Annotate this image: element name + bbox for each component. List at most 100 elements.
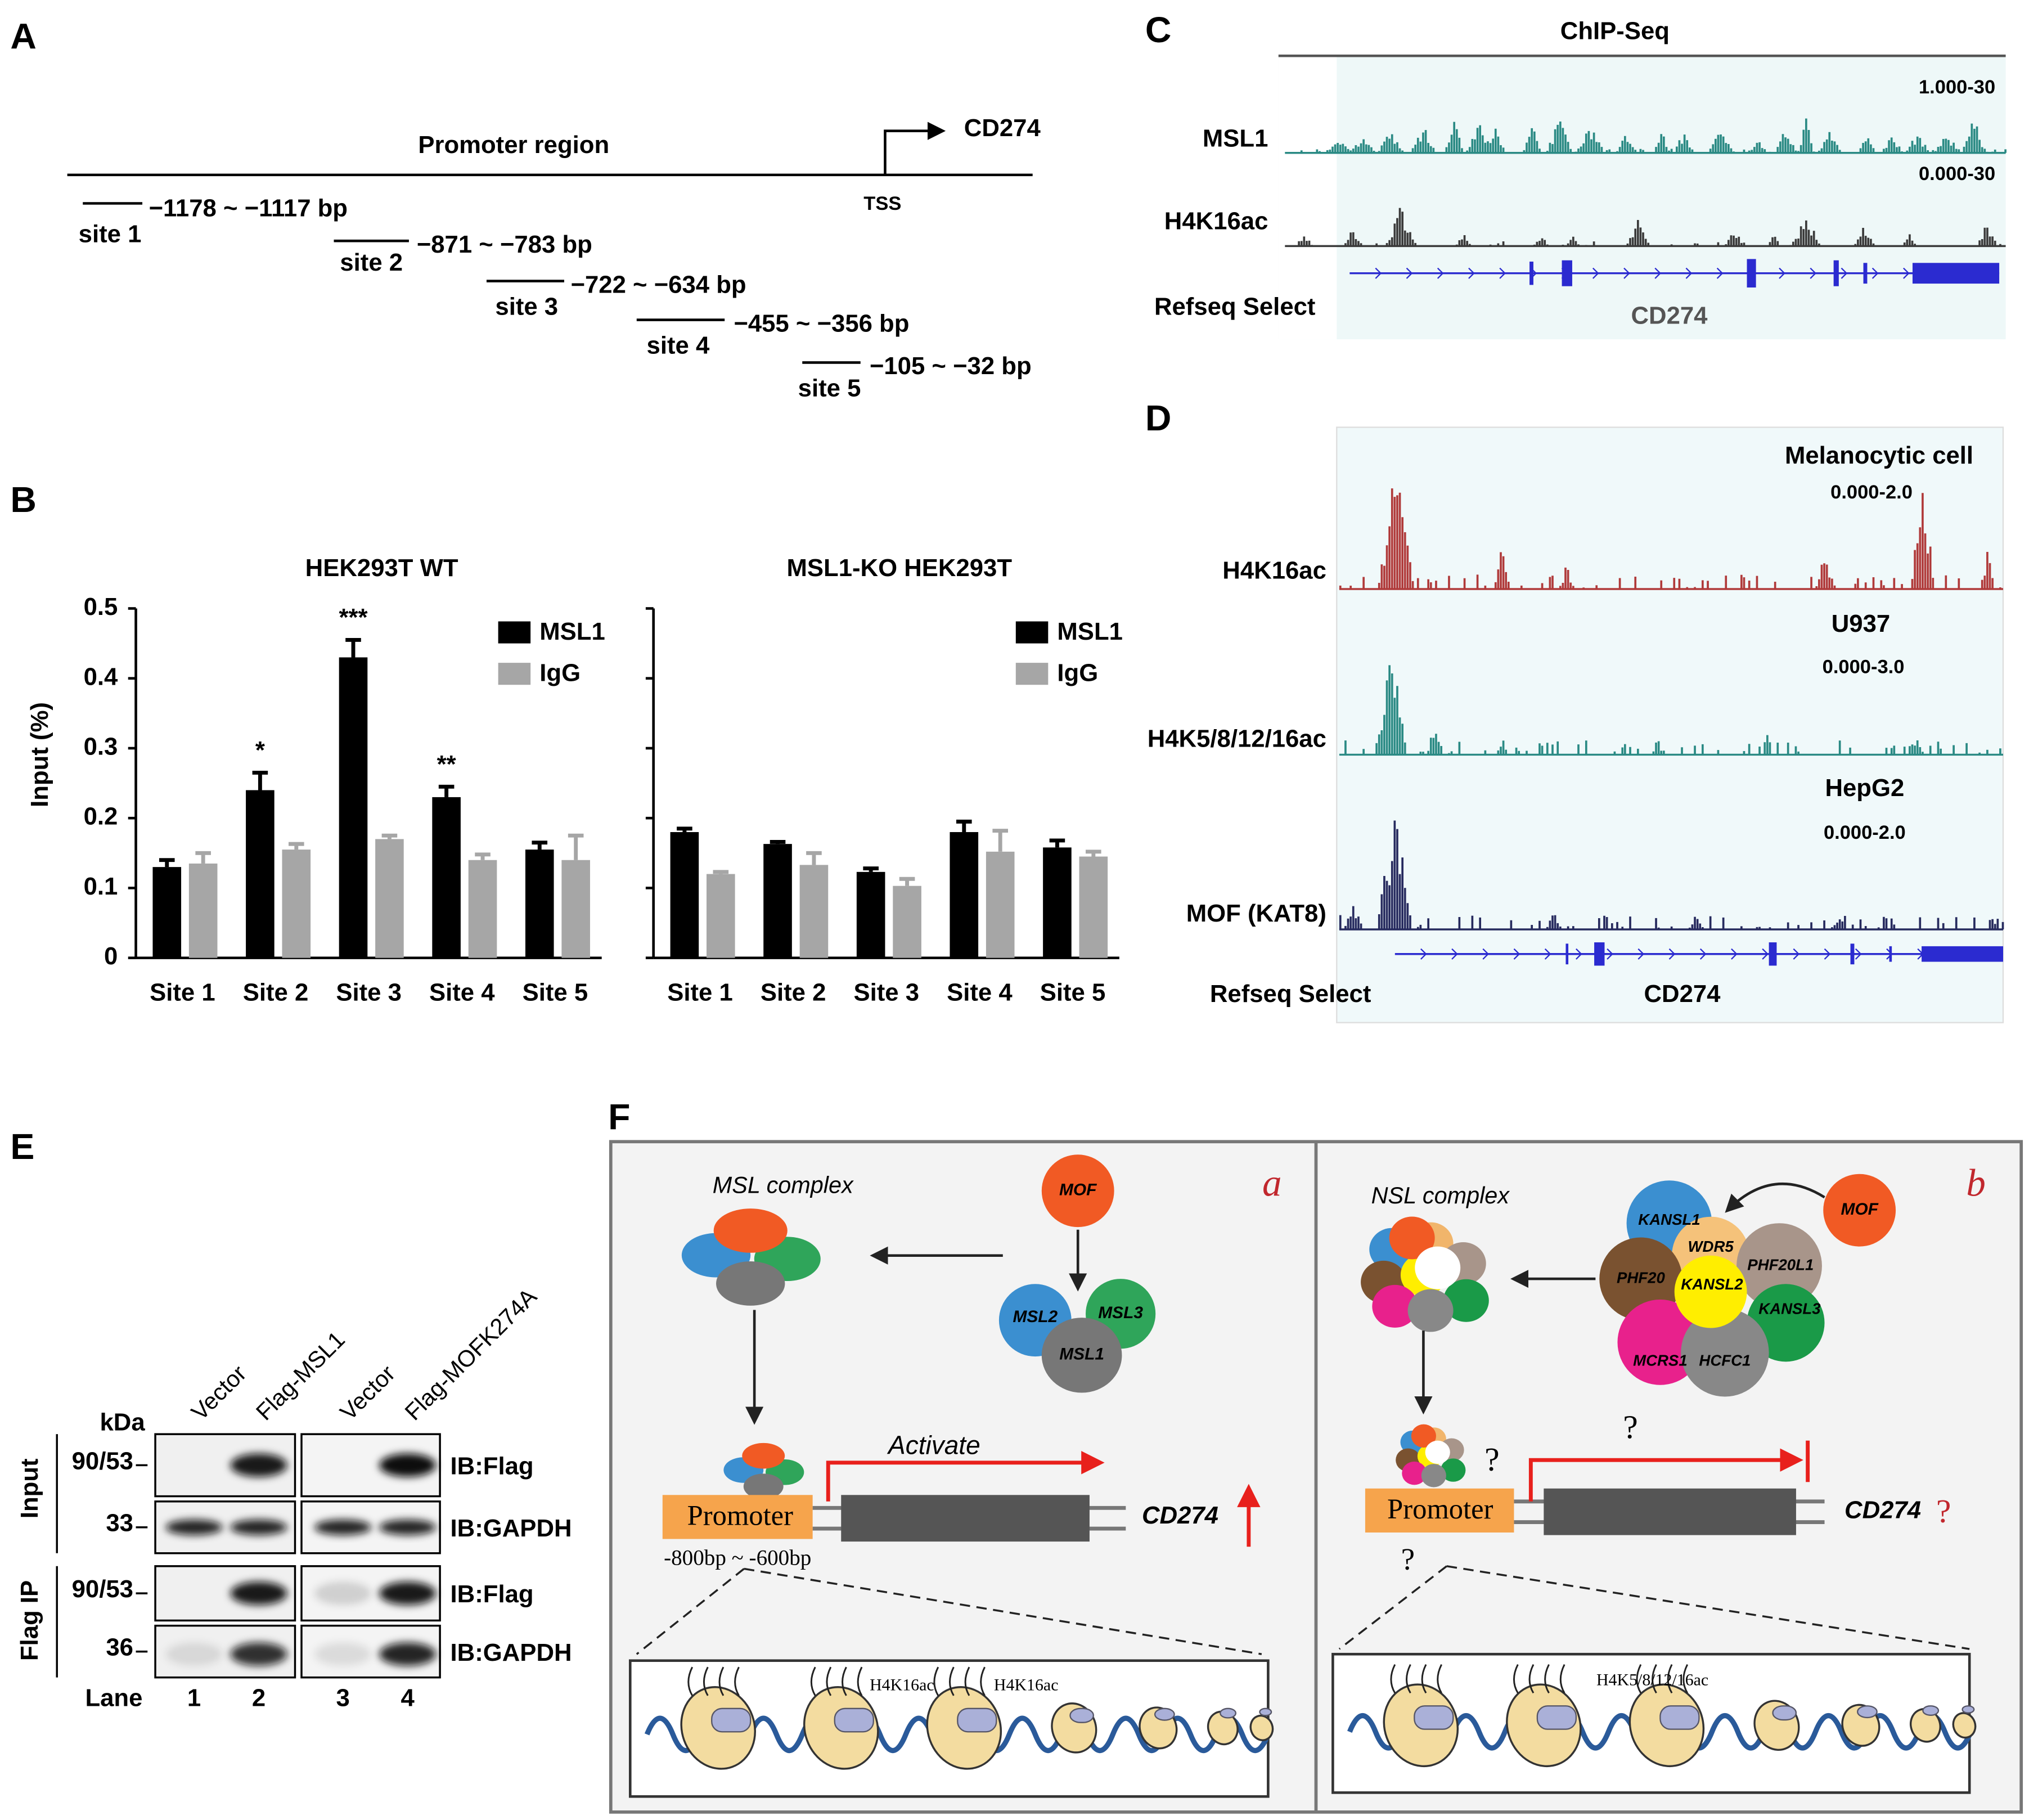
gene-strand bbox=[1420, 948, 1427, 960]
histone-tail bbox=[1437, 1664, 1442, 1694]
gene-strand bbox=[1685, 267, 1693, 279]
bar bbox=[468, 860, 497, 958]
chart-title: HEK293T WT bbox=[305, 554, 458, 582]
histone-tail bbox=[734, 1666, 740, 1696]
track-box bbox=[1336, 426, 2004, 1023]
ib-label: IB:Flag bbox=[451, 1453, 534, 1480]
panel-sub: a bbox=[1262, 1162, 1282, 1205]
complex-title: NSL complex bbox=[1371, 1183, 1510, 1208]
gene-strand bbox=[1699, 948, 1707, 960]
histone-tail bbox=[980, 1666, 986, 1696]
gene-strand bbox=[1654, 267, 1662, 279]
histone-tail bbox=[1154, 1707, 1175, 1721]
action-label: Activate bbox=[887, 1430, 980, 1459]
band bbox=[230, 1581, 287, 1605]
bar bbox=[670, 832, 699, 958]
histone-tail bbox=[1682, 1664, 1689, 1694]
track-scale: 0.000-2.0 bbox=[1824, 822, 1906, 843]
gene-name: CD274 bbox=[1644, 980, 1721, 1008]
complex-subunit bbox=[1425, 1440, 1450, 1464]
site-range: −722 ~ −634 bp bbox=[570, 271, 746, 298]
band bbox=[379, 1519, 437, 1535]
track-box-left bbox=[1278, 56, 1337, 340]
legend-label: MSL1 bbox=[1057, 618, 1123, 645]
band bbox=[165, 1642, 223, 1666]
complex-subunit bbox=[1441, 1458, 1466, 1482]
complex-subunit bbox=[743, 1473, 784, 1499]
bar bbox=[950, 832, 979, 958]
bar bbox=[339, 657, 368, 958]
bar bbox=[561, 860, 590, 958]
mof bbox=[1041, 1154, 1114, 1228]
histone-tail bbox=[964, 1666, 970, 1696]
refseq-label: Refseq Select bbox=[1210, 980, 1371, 1008]
ib-label: IB:Flag bbox=[451, 1580, 534, 1608]
lane-number: 2 bbox=[252, 1684, 266, 1711]
histone-tail bbox=[1636, 1664, 1642, 1694]
zoom-line bbox=[1338, 1565, 1970, 1650]
promoter-box bbox=[1365, 1488, 1514, 1533]
gene-strand bbox=[1437, 267, 1444, 279]
bar bbox=[707, 874, 735, 958]
column-label: Vector bbox=[186, 1360, 251, 1426]
gene-strand bbox=[1576, 948, 1582, 960]
cell-name: Melanocytic cell bbox=[1785, 442, 1973, 469]
exon bbox=[1529, 262, 1533, 285]
significance: * bbox=[255, 736, 265, 764]
exon bbox=[1565, 943, 1569, 965]
gene-label: CD274 bbox=[1142, 1502, 1218, 1529]
mark-label: H4K16ac bbox=[870, 1676, 934, 1695]
band bbox=[379, 1453, 437, 1477]
promoter-label: Promoter bbox=[1387, 1493, 1493, 1525]
histone-tail bbox=[826, 1666, 832, 1696]
legend-swatch bbox=[498, 663, 531, 685]
panel-label: F bbox=[608, 1097, 630, 1137]
panel-label: C bbox=[1145, 10, 1172, 50]
kda-marker: 90/53 bbox=[72, 1447, 133, 1475]
y-tick-label: 0.3 bbox=[84, 733, 118, 760]
exon bbox=[1594, 942, 1605, 966]
tss-label: TSS bbox=[863, 193, 901, 214]
band bbox=[230, 1453, 287, 1477]
histone-tail bbox=[711, 1707, 752, 1733]
gene-strand bbox=[1903, 267, 1910, 279]
question: ? bbox=[1623, 1408, 1638, 1445]
kda-marker: 90/53 bbox=[72, 1575, 133, 1603]
complex-subunit bbox=[1421, 1464, 1446, 1488]
kda-marker: 36 bbox=[106, 1634, 133, 1661]
gene-strand bbox=[1623, 267, 1630, 279]
complex-subunit bbox=[1681, 1309, 1769, 1397]
legend-swatch bbox=[1015, 621, 1049, 644]
complex-subunit bbox=[1415, 1246, 1461, 1289]
histone-tail bbox=[1961, 1705, 1975, 1714]
bar bbox=[986, 851, 1015, 958]
histone-tail bbox=[1922, 1705, 1940, 1716]
track-box bbox=[1278, 56, 2006, 340]
histone-tail bbox=[933, 1666, 939, 1696]
histone-tail bbox=[1069, 1707, 1094, 1723]
complex-subunit bbox=[716, 1261, 785, 1306]
arrow bbox=[1725, 1182, 1825, 1213]
signal-track bbox=[1339, 820, 2004, 930]
histone-tail bbox=[703, 1666, 709, 1696]
column-label: Flag-MOFK274A bbox=[400, 1283, 542, 1425]
group-label: Flag IP bbox=[16, 1580, 43, 1661]
question: ? bbox=[1484, 1440, 1500, 1477]
bar bbox=[152, 867, 182, 958]
subunit-label: MCRS1 bbox=[1633, 1352, 1688, 1369]
subunit-label: PHF20L1 bbox=[1747, 1256, 1814, 1273]
tss-arrow bbox=[884, 122, 946, 175]
site-range: −105 ~ −32 bp bbox=[870, 352, 1032, 380]
exon bbox=[1863, 263, 1868, 284]
track-scale: 0.000-2.0 bbox=[1830, 482, 1913, 503]
histone-tail bbox=[1544, 1664, 1550, 1694]
complex-subunit bbox=[1402, 1461, 1427, 1485]
band bbox=[230, 1642, 287, 1666]
gene-strand bbox=[1793, 948, 1800, 960]
gene-strand bbox=[1824, 948, 1831, 960]
gene-strand bbox=[1592, 267, 1599, 279]
mark-label: H4K16ac bbox=[994, 1676, 1059, 1695]
complex-subunit bbox=[1599, 1237, 1682, 1320]
complex-subunit bbox=[1407, 1289, 1454, 1332]
track-scale: 0.000-3.0 bbox=[1823, 656, 1905, 677]
